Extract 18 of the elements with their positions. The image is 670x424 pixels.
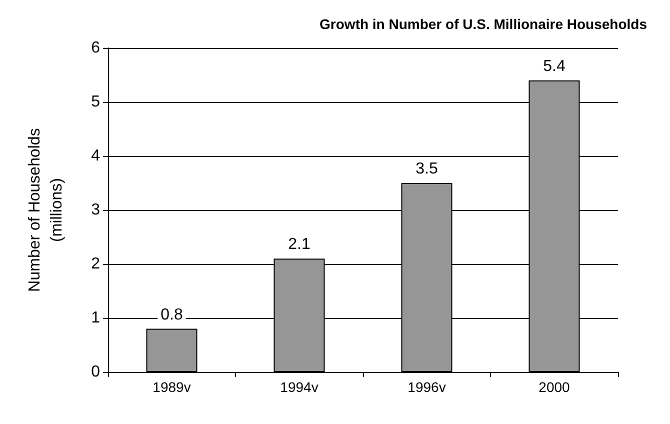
y-tick-label: 0 [91, 364, 100, 380]
data-label: 0.8 [160, 306, 183, 324]
data-label: 3.5 [416, 160, 438, 178]
x-tick-label: 1996v [408, 379, 446, 395]
y-tick-label: 1 [91, 310, 100, 326]
y-tick-label: 2 [91, 256, 100, 272]
data-label: 5.4 [543, 58, 566, 75]
y-tick-label: 4 [91, 148, 100, 164]
y-tick-label: 3 [91, 202, 100, 218]
x-tick-label: 1994v [280, 379, 318, 395]
y-tick-label: 6 [91, 40, 100, 56]
y-tick-label: 5 [91, 94, 100, 110]
bar [146, 328, 198, 372]
x-tick-label: 1989v [152, 379, 191, 395]
chart-title: Growth in Number of U.S. Millionaire Households [320, 16, 648, 32]
data-label: 2.1 [288, 236, 310, 254]
x-tick-label: 2000 [538, 379, 570, 395]
y-axis-title: Number of Households (millions) [26, 128, 66, 292]
